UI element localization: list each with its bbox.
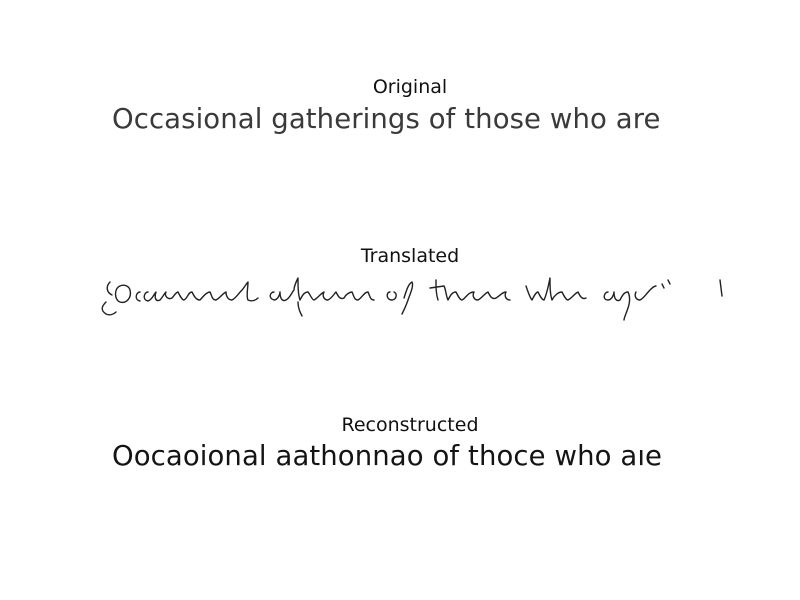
title-reconstructed: Reconstructed [341, 414, 479, 436]
title-translated: Translated [360, 245, 460, 267]
original-image: Occasional gatherings of those who are [108, 98, 708, 146]
title-original: Original [372, 76, 448, 98]
reconstructed-image: Oocaoional aathonnao of thoce who aıe [108, 434, 708, 482]
translated-image [96, 262, 726, 328]
original-text: Occasional gatherings of those who are [112, 103, 661, 135]
handwriting-strokes [101, 277, 723, 321]
reconstructed-text: Oocaoional aathonnao of thoce who aıe [112, 440, 663, 472]
